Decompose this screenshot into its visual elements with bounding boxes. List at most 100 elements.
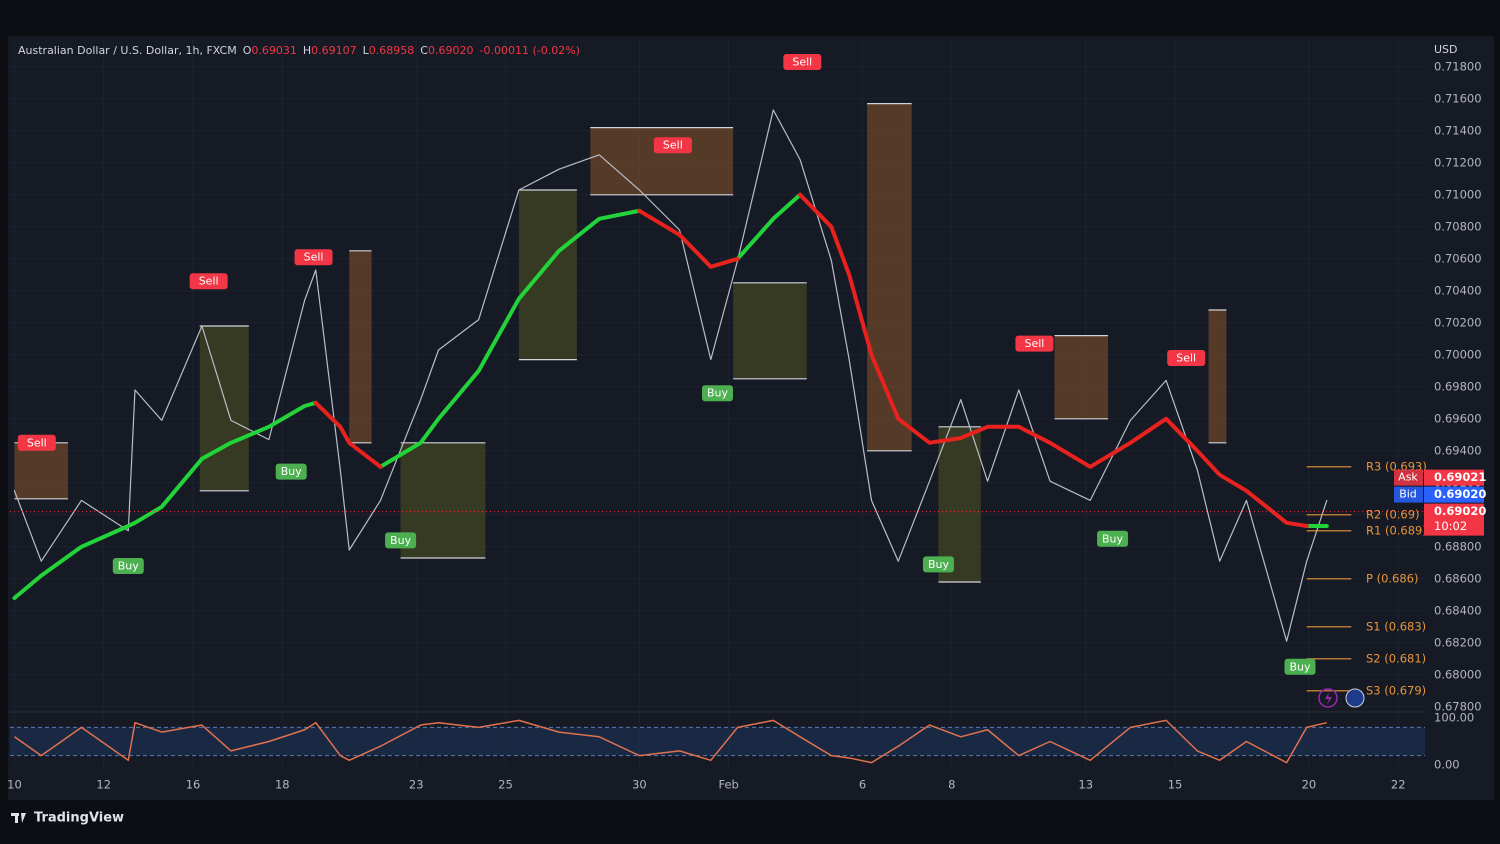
oscillator-tick-label: 0.00 bbox=[1434, 758, 1460, 772]
header-part: 0.69031 bbox=[251, 44, 297, 57]
pivot-label: S1 (0.683) bbox=[1366, 619, 1426, 633]
y-tick-label: 0.71000 bbox=[1434, 187, 1482, 201]
header-part: H bbox=[303, 44, 311, 57]
price-line bbox=[637, 208, 740, 269]
signal-label: Buy bbox=[390, 534, 412, 547]
x-tick-label: 13 bbox=[1078, 778, 1093, 792]
price-line bbox=[378, 208, 642, 469]
signal-badge bbox=[189, 273, 228, 290]
pivot-label: S2 (0.681) bbox=[1366, 651, 1426, 665]
last-price-box bbox=[1424, 503, 1484, 536]
pivot-label: P (0.686) bbox=[1366, 571, 1419, 585]
chart-pane bbox=[8, 36, 1494, 800]
header-part: 0.69020 bbox=[428, 44, 474, 57]
header-part: -0.00011 (-0.02%) bbox=[479, 44, 579, 57]
y-tick-label: 0.68200 bbox=[1434, 635, 1482, 649]
header-part: 0.69107 bbox=[311, 44, 357, 57]
signal-badge bbox=[1167, 350, 1206, 366]
y-tick-label: 0.68600 bbox=[1434, 571, 1482, 585]
signal-label: Buy bbox=[707, 387, 729, 400]
tag-name: Bid bbox=[1399, 488, 1417, 501]
x-tick-label: 23 bbox=[409, 778, 424, 792]
y-tick-label: 0.70400 bbox=[1434, 283, 1482, 297]
x-tick-label: 6 bbox=[859, 778, 866, 792]
range-zone bbox=[199, 326, 249, 491]
x-tick-label: 18 bbox=[275, 778, 290, 792]
signal-label: Sell bbox=[1024, 337, 1044, 350]
news-flag-icon[interactable] bbox=[1345, 688, 1365, 708]
pivot-label: R1 (0.689) bbox=[1366, 523, 1427, 537]
x-tick-label: 22 bbox=[1391, 778, 1406, 792]
header-part: L bbox=[363, 44, 370, 57]
x-tick-label: 12 bbox=[96, 778, 111, 792]
signal-badge bbox=[385, 532, 417, 549]
last-price-time: 10:02 bbox=[1434, 519, 1467, 533]
y-tick-label: 0.68800 bbox=[1434, 539, 1482, 553]
tag-name-box bbox=[1394, 469, 1423, 486]
price-line bbox=[12, 400, 318, 600]
header-part: 0.68958 bbox=[369, 44, 415, 57]
signal-label: Sell bbox=[304, 251, 324, 264]
signal-badge bbox=[1097, 530, 1129, 547]
signal-badge bbox=[17, 434, 56, 451]
signal-badge bbox=[783, 54, 822, 70]
event-icon[interactable] bbox=[1318, 688, 1338, 708]
tag-value-box bbox=[1424, 469, 1484, 486]
tag-value: 0.69020 bbox=[1434, 487, 1486, 501]
x-tick-label: Feb bbox=[718, 778, 738, 792]
x-tick-label: 25 bbox=[498, 778, 513, 792]
y-tick-label: 0.69800 bbox=[1434, 379, 1482, 393]
signal-badge bbox=[275, 463, 307, 480]
range-zone bbox=[518, 190, 577, 360]
signal-label: Buy bbox=[118, 560, 140, 573]
pivot-label: S3 (0.679) bbox=[1366, 683, 1426, 697]
signal-badge bbox=[922, 556, 954, 573]
signal-badge bbox=[294, 249, 333, 266]
tag-name-box bbox=[1394, 486, 1423, 503]
y-tick-label: 0.70200 bbox=[1434, 315, 1482, 329]
price-line bbox=[735, 192, 803, 261]
tag-value-box bbox=[1424, 486, 1484, 503]
tag-value: 0.69021 bbox=[1434, 470, 1486, 484]
y-tick-label: 0.69600 bbox=[1434, 411, 1482, 425]
range-zone bbox=[938, 426, 981, 582]
signal-label: Sell bbox=[663, 139, 683, 152]
y-tick-label: 0.70600 bbox=[1434, 251, 1482, 265]
price-line bbox=[313, 400, 383, 469]
signal-label: Sell bbox=[1176, 352, 1196, 365]
y-tick-label: 0.71600 bbox=[1434, 91, 1482, 105]
header-part: Australian Dollar / U.S. Dollar, 1h, FXC… bbox=[18, 44, 237, 57]
header-part: C bbox=[420, 44, 428, 57]
oscillator-tick-label: 100.00 bbox=[1434, 711, 1474, 725]
signal-label: Sell bbox=[27, 436, 47, 449]
tag-name: Ask bbox=[1398, 471, 1418, 484]
signal-badge bbox=[1284, 658, 1316, 675]
x-tick-label: 16 bbox=[186, 778, 201, 792]
tradingview-logo bbox=[11, 813, 26, 823]
logo-part bbox=[21, 813, 26, 823]
pivot-label: R2 (0.69) bbox=[1366, 507, 1420, 521]
price-line bbox=[13, 109, 1328, 642]
signal-badge bbox=[112, 558, 144, 574]
signal-label: Sell bbox=[792, 56, 812, 69]
x-tick-label: 8 bbox=[948, 778, 955, 792]
y-tick-label: 0.70000 bbox=[1434, 347, 1482, 361]
range-zone bbox=[1208, 310, 1227, 443]
event-icon-glyph bbox=[1325, 692, 1332, 705]
signal-badge bbox=[653, 137, 692, 154]
signal-badge bbox=[1015, 335, 1054, 352]
y-tick-label: 0.71200 bbox=[1434, 155, 1482, 169]
y-tick-label: 0.67800 bbox=[1434, 699, 1482, 713]
y-tick-label: 0.68400 bbox=[1434, 603, 1482, 617]
range-zone bbox=[1054, 335, 1109, 419]
currency-label: USD bbox=[1434, 43, 1458, 56]
y-tick-label: 0.70800 bbox=[1434, 219, 1482, 233]
branding: TradingView bbox=[34, 811, 124, 826]
signal-badge bbox=[702, 385, 733, 402]
signal-label: Buy bbox=[1290, 660, 1312, 673]
signal-label: Buy bbox=[928, 558, 950, 571]
plot-layer bbox=[10, 38, 1425, 770]
range-zone bbox=[14, 442, 69, 499]
range-zone bbox=[349, 250, 372, 443]
